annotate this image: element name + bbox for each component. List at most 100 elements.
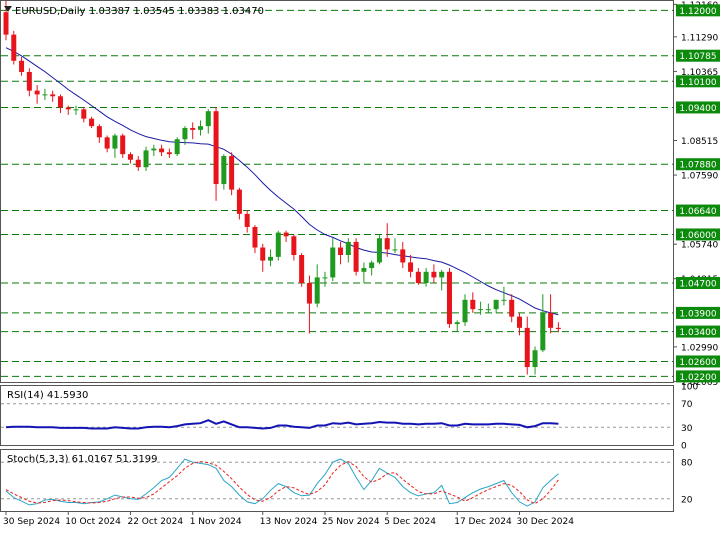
candle bbox=[26, 68, 32, 97]
candle bbox=[400, 241, 406, 269]
candle-body bbox=[524, 327, 530, 368]
candle-body bbox=[478, 309, 484, 311]
candle bbox=[221, 154, 227, 190]
level-label-bg bbox=[676, 370, 720, 383]
candle-body bbox=[57, 96, 63, 108]
level-label: 1.10100 bbox=[679, 78, 716, 88]
candle-body bbox=[135, 159, 141, 168]
candle-body bbox=[322, 277, 328, 279]
candle-body bbox=[454, 322, 460, 325]
price-tick-label: 1.10365 bbox=[681, 68, 718, 78]
price-panel-frame bbox=[0, 0, 674, 383]
candle-body bbox=[268, 256, 274, 261]
candle bbox=[11, 30, 17, 65]
candle-body bbox=[112, 135, 118, 149]
candle bbox=[338, 241, 344, 265]
candle bbox=[470, 292, 476, 313]
level-label: 1.07880 bbox=[679, 161, 716, 171]
candle bbox=[509, 294, 515, 323]
candle-body bbox=[431, 271, 437, 278]
time-tick-label: 5 Dec 2024 bbox=[384, 517, 436, 527]
candle bbox=[65, 105, 71, 115]
level-label: 1.10785 bbox=[679, 52, 716, 62]
candle bbox=[369, 260, 375, 276]
candle bbox=[104, 135, 110, 153]
candle-body bbox=[19, 60, 25, 72]
candle-body bbox=[42, 94, 48, 96]
candle bbox=[198, 120, 203, 136]
candle bbox=[143, 146, 149, 171]
candle bbox=[322, 271, 328, 287]
candle-body bbox=[236, 189, 242, 214]
candle-body bbox=[330, 247, 336, 278]
price-tick-label: 1.02065 bbox=[681, 378, 718, 388]
rsi-tick-label: 70 bbox=[681, 400, 693, 410]
time-tick-label: 1 Nov 2024 bbox=[190, 517, 242, 527]
candle-body bbox=[252, 226, 258, 248]
level-label: 1.03900 bbox=[679, 309, 716, 319]
candle bbox=[182, 126, 188, 145]
candle-body bbox=[493, 299, 499, 310]
candle-body bbox=[509, 299, 515, 317]
level-labels: 1.12000 1.10785 1.10100 1.09400 1.07880 1.066… bbox=[676, 4, 720, 383]
level-label-bg bbox=[676, 4, 720, 17]
chart-symbol-label: EURUSD,Daily bbox=[15, 6, 86, 17]
candle-body bbox=[73, 109, 79, 111]
price-tick-label: 1.08515 bbox=[681, 137, 718, 147]
stoch-tick-label: 80 bbox=[681, 459, 693, 469]
candle-body bbox=[50, 94, 56, 97]
candle-body bbox=[299, 255, 305, 284]
candle-body bbox=[384, 238, 390, 250]
level-label-bg bbox=[676, 306, 720, 319]
candle-body bbox=[213, 111, 219, 185]
candle-body bbox=[229, 156, 235, 190]
candle bbox=[57, 94, 63, 114]
candle bbox=[485, 303, 491, 313]
candle bbox=[423, 268, 429, 287]
candle-body bbox=[376, 238, 382, 263]
candle bbox=[314, 264, 320, 308]
candle-body bbox=[244, 213, 250, 227]
level-label-bg bbox=[676, 49, 720, 62]
candle bbox=[446, 268, 452, 328]
candle bbox=[454, 320, 460, 332]
support-resistance-levels bbox=[1, 9, 673, 377]
collapse-triangle-icon[interactable] bbox=[4, 6, 12, 12]
candle bbox=[244, 210, 250, 233]
level-label-bg bbox=[676, 277, 720, 290]
candle-body bbox=[120, 135, 126, 155]
stoch-main-line bbox=[5, 458, 559, 507]
candle bbox=[361, 262, 367, 284]
level-label-bg bbox=[676, 355, 720, 368]
candle-body bbox=[221, 156, 227, 185]
level-label-bg bbox=[676, 75, 720, 88]
candle bbox=[229, 152, 235, 196]
candle bbox=[493, 299, 499, 313]
level-label-bg bbox=[676, 158, 720, 171]
candle bbox=[96, 124, 102, 143]
candle bbox=[73, 105, 79, 115]
candle-body bbox=[345, 241, 351, 255]
candle-body bbox=[548, 312, 554, 328]
candle-body bbox=[205, 111, 211, 127]
rsi-line bbox=[5, 419, 559, 430]
candle-body bbox=[501, 299, 507, 301]
candle bbox=[478, 301, 484, 315]
candle-body bbox=[143, 150, 149, 168]
candle bbox=[345, 238, 351, 263]
candle bbox=[19, 57, 25, 76]
candle-body bbox=[198, 126, 203, 130]
time-tick-label: 25 Nov 2024 bbox=[322, 517, 380, 527]
time-tick-label: 10 Oct 2024 bbox=[65, 517, 121, 527]
candle-body bbox=[462, 299, 468, 323]
price-tick-label: 1.05740 bbox=[681, 241, 718, 251]
candle bbox=[268, 249, 274, 267]
candle bbox=[431, 264, 437, 284]
candle bbox=[135, 156, 141, 171]
candle bbox=[127, 152, 133, 164]
level-label: 1.02200 bbox=[679, 373, 716, 383]
candle-body bbox=[26, 71, 32, 91]
candle bbox=[42, 88, 48, 100]
time-tick-label: 30 Sep 2024 bbox=[3, 517, 60, 527]
